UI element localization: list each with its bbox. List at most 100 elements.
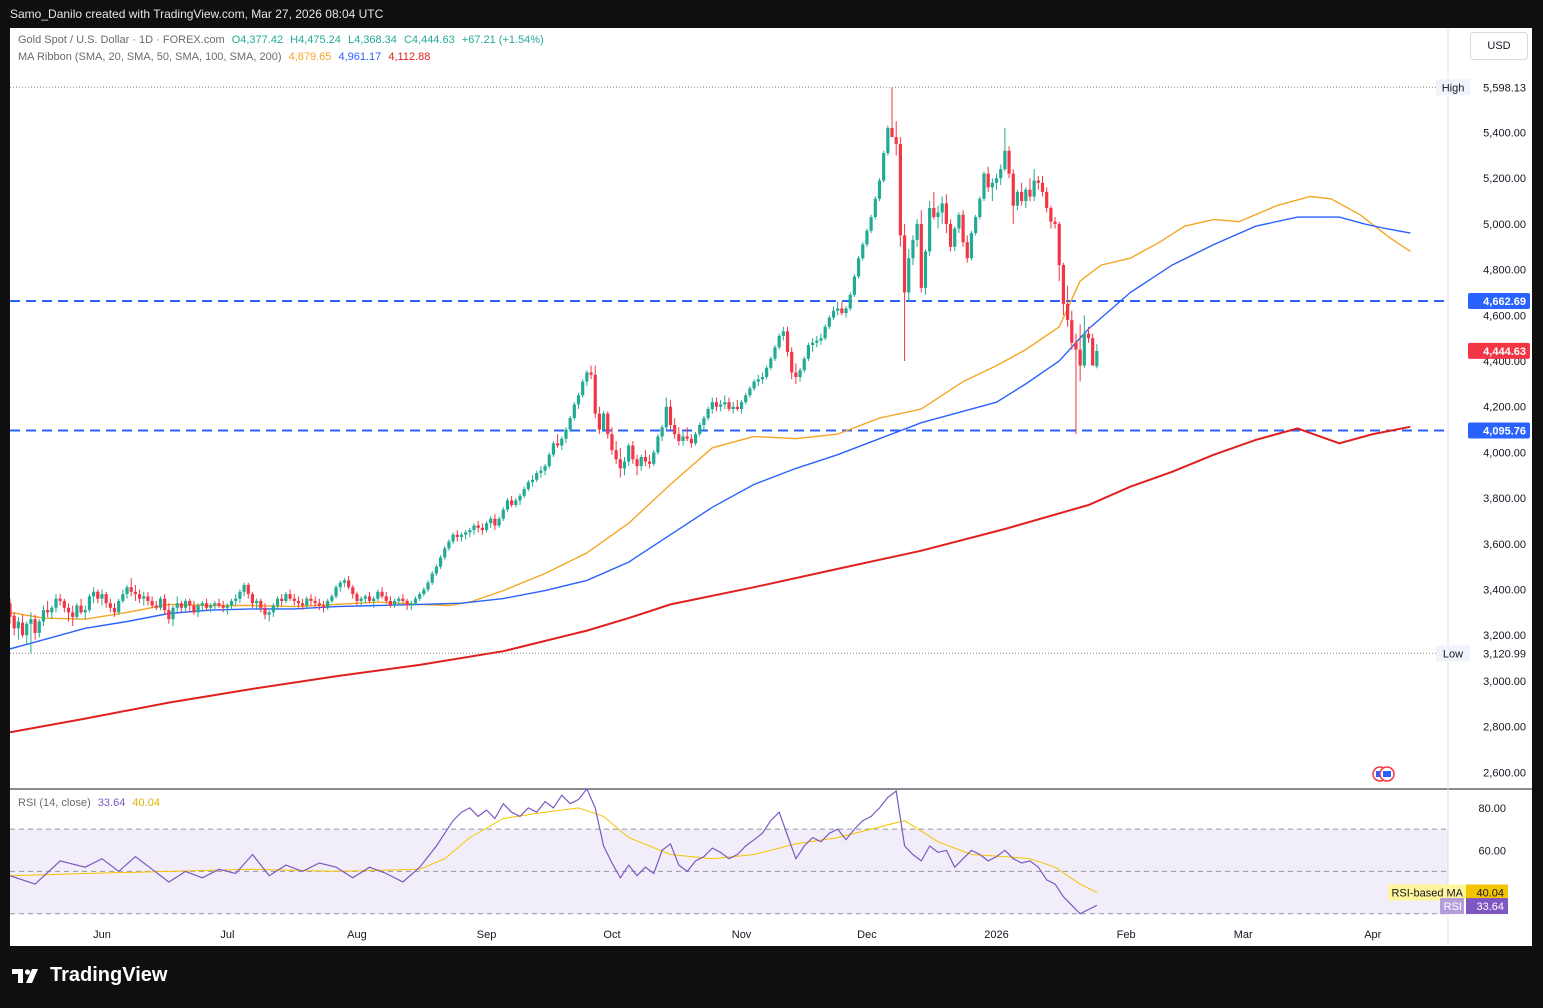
candle-body (677, 434, 681, 441)
event-flag-fill (1383, 771, 1391, 777)
candle-body (137, 594, 142, 599)
x-tick-label: Nov (732, 929, 752, 941)
candle-body (351, 587, 355, 595)
candle-body (928, 207, 932, 252)
candle-body (714, 402, 719, 407)
rsi-ma-badge-value: 40.04 (1476, 888, 1504, 900)
candle-body (894, 137, 898, 144)
candle-body (601, 413, 606, 430)
chart-frame[interactable]: 5,400.00 5,200.00 5,000.00 4,800.00 4,600.00… (10, 28, 1532, 946)
level-badge (1468, 422, 1530, 439)
x-tick-label: Jul (220, 929, 234, 941)
candle-body (234, 598, 238, 601)
candle-body (698, 425, 702, 435)
candle-body (748, 388, 752, 396)
candle-body (380, 591, 384, 597)
candle-body (334, 587, 338, 597)
candle-body (142, 596, 146, 599)
chart-attribution: Samo_Danilo created with TradingView.com… (10, 7, 384, 21)
candle-body (693, 434, 698, 444)
candle-body (326, 600, 330, 608)
ma-ribbon-legend: MA Ribbon (SMA, 20, SMA, 50, SMA, 100, S… (18, 51, 434, 63)
rsi-ma-label-bg (1388, 884, 1466, 901)
candle-body (856, 258, 861, 277)
candle-body (346, 580, 351, 588)
level-badge (1468, 293, 1530, 310)
rsi-badge-value: 33.64 (1476, 901, 1504, 913)
candle-body (397, 598, 401, 601)
candle-body (869, 217, 873, 231)
candle-body (965, 242, 969, 259)
candle-body (790, 351, 794, 373)
candle-body (330, 596, 334, 601)
candle-body (367, 596, 372, 601)
tradingview-logo[interactable]: TradingView (12, 964, 167, 987)
candle-body (355, 594, 359, 601)
candle-body (484, 523, 489, 531)
candle-body (438, 557, 443, 567)
x-tick-label: Oct (603, 929, 620, 941)
ma-line-sma-50 (10, 216, 1411, 650)
candle-body (719, 404, 723, 407)
candle-body (33, 619, 37, 633)
candle-body (163, 598, 167, 611)
y-tick-label: 4,800.00 (1483, 265, 1526, 277)
last-price-badge (1468, 342, 1530, 359)
candle-body (92, 591, 96, 597)
candle-body (1082, 333, 1086, 366)
candle-body (689, 438, 693, 444)
candle-body (1015, 191, 1020, 206)
candle-body (556, 443, 560, 446)
candle-body (1074, 342, 1078, 350)
candle-body (1024, 189, 1028, 202)
candle-body (610, 434, 614, 451)
tradingview-brand: TradingView (50, 964, 168, 986)
candle-body (597, 413, 602, 430)
candle-body (409, 603, 413, 606)
y-tick-label: 4,600.00 (1483, 310, 1526, 322)
ma-line-sma-20 (10, 195, 1411, 620)
candle-body (923, 251, 928, 288)
candle-body (204, 603, 209, 608)
candle-body (1036, 180, 1040, 183)
candle-body (392, 600, 397, 606)
candle-body (66, 607, 71, 613)
candle-body (150, 600, 154, 606)
candle-body (384, 596, 388, 601)
candle-body (342, 580, 347, 583)
high-label: High (1442, 82, 1465, 94)
candle-body (108, 603, 112, 608)
price-chart[interactable]: 5,400.00 5,200.00 5,000.00 4,800.00 4,600.00… (10, 28, 1532, 946)
change-value: +67.21 (+1.54%) (461, 34, 544, 46)
candle-body (259, 600, 263, 608)
candle-body (773, 347, 777, 359)
rsi-line (10, 787, 1098, 915)
candle-body (639, 456, 643, 467)
candle-body (422, 589, 426, 595)
candle-body (944, 203, 948, 224)
candle-body (526, 482, 530, 489)
candle-body (188, 600, 192, 606)
candle-body (568, 418, 572, 430)
candle-body (564, 429, 568, 439)
candle-body (451, 534, 455, 542)
candle-body (217, 603, 221, 606)
candle-body (1057, 223, 1061, 266)
candle-body (781, 331, 785, 336)
candle-body (455, 534, 459, 537)
candle-body (581, 381, 585, 396)
x-tick-label: Feb (1117, 929, 1136, 941)
candle-body (192, 605, 196, 613)
candle-body (133, 591, 138, 595)
candle-body (785, 331, 790, 352)
candle-body (836, 308, 840, 311)
candle-body (305, 598, 309, 606)
rsi-legend: RSI (14, close) 33.64 40.04 (18, 797, 164, 809)
candle-body (158, 598, 163, 608)
candle-body (572, 404, 576, 419)
candle-body (664, 406, 668, 428)
candle-body (129, 587, 133, 592)
currency-button[interactable]: USD (1470, 32, 1528, 60)
candle-body (112, 607, 117, 613)
candle-body (58, 598, 62, 601)
